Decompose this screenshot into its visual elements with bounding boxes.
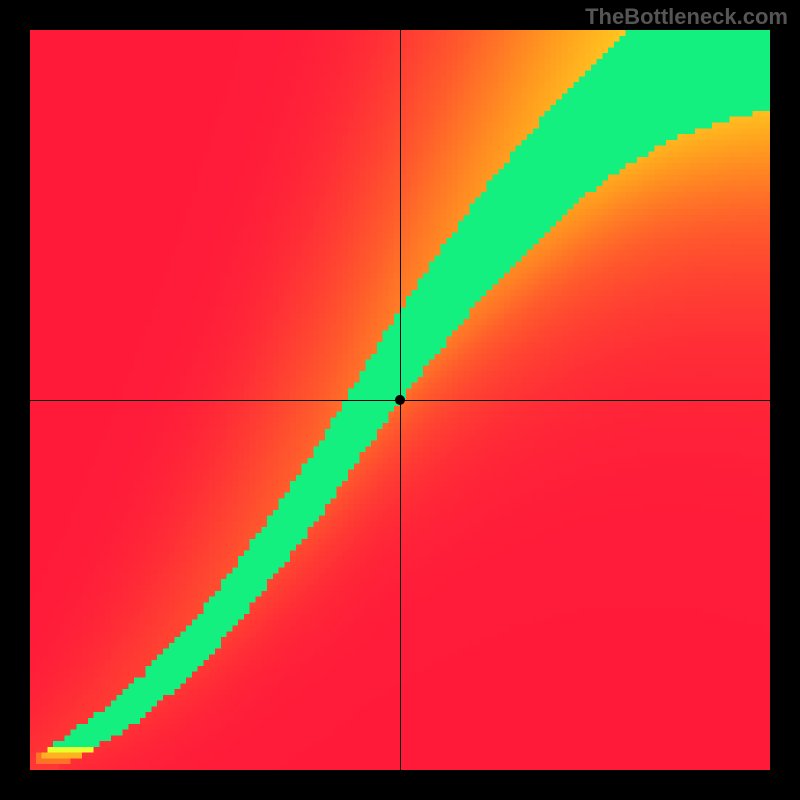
attribution-watermark: TheBottleneck.com	[585, 4, 788, 30]
crosshair-overlay	[30, 30, 770, 770]
